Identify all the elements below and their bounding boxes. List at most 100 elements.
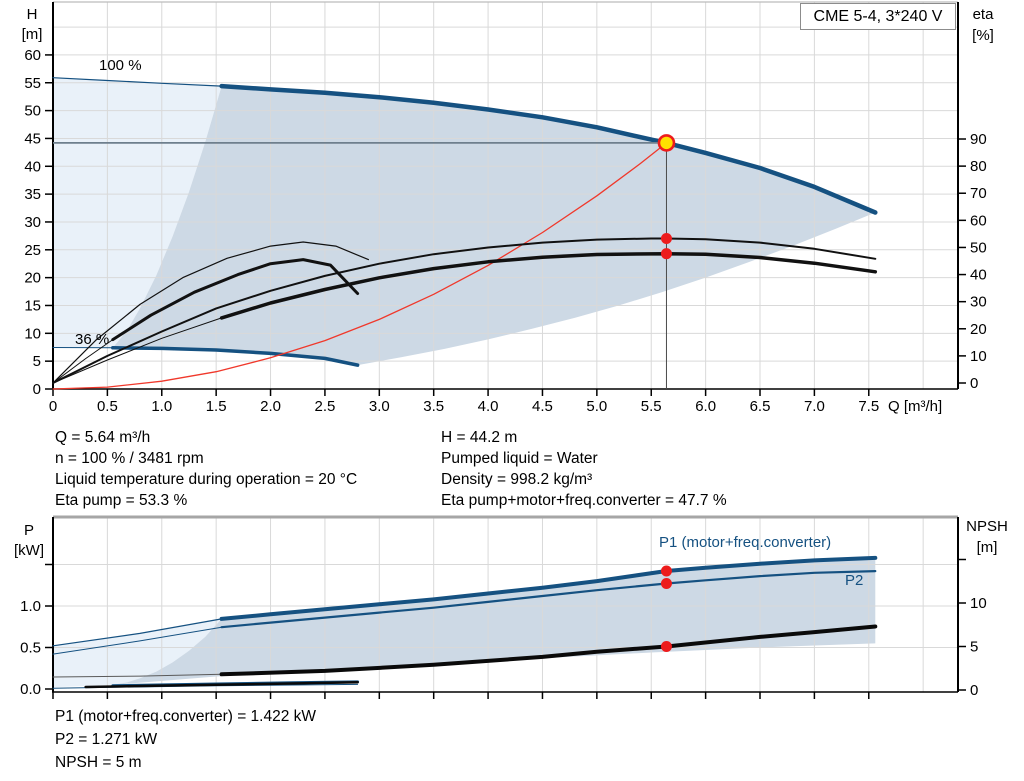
npsh-axis-title: NPSH bbox=[966, 518, 1008, 535]
p2-lead bbox=[52, 626, 223, 655]
h-axis-title: H bbox=[26, 6, 38, 23]
y-right-tick-label: 20 bbox=[970, 321, 987, 338]
y-right-tick-label: 80 bbox=[970, 158, 987, 175]
y-left-tick-label: 45 bbox=[24, 130, 41, 147]
x-tick-label: 5.0 bbox=[586, 398, 607, 415]
y-right-tick-label: 40 bbox=[970, 267, 987, 284]
qh-eta-chart: 0 0.5 1.0 1.5 2.0 2.5 3.0 3.5 4.0 4.5 5.0 5.5 6.0 6.5… bbox=[24, 1, 987, 415]
y-right-tick-label: 0 bbox=[970, 682, 978, 699]
y-left-tick-label: 10 bbox=[24, 325, 41, 342]
readout-npsh: NPSH = 5 m bbox=[55, 754, 142, 771]
speed-36-label: 36 % bbox=[75, 331, 110, 348]
readout-flow: Q = 5.64 m³/h bbox=[55, 429, 151, 446]
readout-density: Density = 998.2 kg/m³ bbox=[441, 471, 593, 488]
qh-100pct-curve bbox=[219, 83, 878, 215]
power-npsh-chart: 0.0 0.5 1.0 0 5 10 bbox=[20, 515, 987, 699]
y-left-tick-label: 40 bbox=[24, 158, 41, 175]
duty-value-dot bbox=[660, 248, 672, 260]
p-axis-title: P bbox=[23, 522, 34, 539]
p2-curve bbox=[220, 569, 877, 629]
x-tick-label: 7.0 bbox=[804, 398, 825, 415]
full-speed-range-area bbox=[53, 77, 222, 348]
power-control-range-area bbox=[112, 557, 876, 685]
y-right-tick-label: 5 bbox=[970, 639, 978, 656]
y-right-tick-label: 10 bbox=[970, 348, 987, 365]
readout-eta-total: Eta pump+motor+freq.converter = 47.7 % bbox=[441, 492, 727, 509]
x-tick-label: 7.5 bbox=[858, 398, 879, 415]
readout-head: H = 44.2 m bbox=[441, 429, 518, 446]
y-left-tick-label: 15 bbox=[24, 297, 41, 314]
duty-value-dot bbox=[660, 578, 672, 590]
y-left-tick-label: 1.0 bbox=[20, 598, 41, 615]
q-axis-title: Q [m³/h] bbox=[888, 398, 943, 415]
npsh-36pct-curve bbox=[84, 680, 359, 689]
pump-name-box: CME 5-4, 3*240 V bbox=[800, 3, 956, 30]
h-axis-unit: [m] bbox=[21, 26, 43, 43]
y-right-tick-label: 70 bbox=[970, 185, 987, 202]
readout-speed: n = 100 % / 3481 rpm bbox=[55, 450, 204, 467]
y-left-tick-label: 30 bbox=[24, 214, 41, 231]
x-tick-label: 2.5 bbox=[314, 398, 335, 415]
eta-axis-unit: [%] bbox=[972, 27, 994, 44]
eta-total-100pct-curve bbox=[219, 251, 878, 320]
eta-pump-36pct-curve bbox=[52, 241, 369, 384]
y-left-tick-label: 0.0 bbox=[20, 681, 41, 698]
y-right-tick-label: 90 bbox=[970, 131, 987, 148]
readout-eta-pump: Eta pump = 53.3 % bbox=[55, 492, 188, 509]
y-left-tick-label: 60 bbox=[24, 47, 41, 64]
speed-100-label: 100 % bbox=[99, 57, 142, 74]
qh-36pct-curve bbox=[111, 346, 360, 367]
y-right-tick-label: 50 bbox=[970, 239, 987, 256]
npsh-curve bbox=[219, 624, 878, 677]
system-curve bbox=[52, 142, 668, 390]
x-tick-label: 3.0 bbox=[369, 398, 390, 415]
p1-lead bbox=[52, 618, 223, 647]
duty-value-dot bbox=[660, 641, 672, 652]
duty-value-dot bbox=[660, 565, 672, 577]
x-tick-label: 3.5 bbox=[423, 398, 444, 415]
x-tick-label: 4.0 bbox=[478, 398, 499, 415]
y-left-tick-label: 5 bbox=[33, 353, 41, 370]
y-left-tick-label: 50 bbox=[24, 103, 41, 120]
x-tick-label: 0.5 bbox=[97, 398, 118, 415]
eta-axis-title: eta bbox=[972, 6, 994, 23]
x-tick-label: 2.0 bbox=[260, 398, 281, 415]
y-left-tick-label: 25 bbox=[24, 242, 41, 259]
x-tick-label: 0 bbox=[49, 398, 57, 415]
p1-curve bbox=[219, 555, 878, 621]
npsh-lead bbox=[52, 673, 223, 678]
y-left-tick-label: 20 bbox=[24, 270, 41, 287]
eta-total-36pct-curve bbox=[111, 258, 360, 342]
x-tick-label: 6.5 bbox=[750, 398, 771, 415]
npsh-axis-unit: [m] bbox=[976, 539, 998, 556]
y-left-tick-label: 35 bbox=[24, 186, 41, 203]
y-left-tick-label: 0.5 bbox=[20, 640, 41, 657]
y-left-tick-label: 55 bbox=[24, 75, 41, 92]
readout-temperature: Liquid temperature during operation = 20… bbox=[55, 471, 358, 488]
duty-point-marker bbox=[657, 134, 676, 152]
y-right-tick-label: 30 bbox=[970, 294, 987, 311]
x-tick-label: 1.0 bbox=[151, 398, 172, 415]
p1-curve-label: P1 (motor+freq.converter) bbox=[659, 534, 832, 551]
y-right-tick-label: 0 bbox=[970, 375, 978, 392]
y-right-tick-label: 60 bbox=[970, 212, 987, 229]
x-tick-label: 1.5 bbox=[206, 398, 227, 415]
eta-total-100pct-lead bbox=[52, 317, 223, 384]
p2-curve-label: P2 bbox=[845, 572, 864, 589]
readout-p2: P2 = 1.271 kW bbox=[55, 731, 158, 748]
power-full-speed-area bbox=[53, 618, 222, 688]
x-tick-label: 5.5 bbox=[641, 398, 662, 415]
eta-total-36pct-lead bbox=[52, 339, 114, 384]
duty-value-dot bbox=[660, 233, 672, 245]
control-range-area bbox=[112, 86, 876, 366]
qh-100pct-lead bbox=[52, 77, 223, 87]
x-tick-label: 4.5 bbox=[532, 398, 553, 415]
eta-pump-100pct-curve bbox=[52, 237, 877, 384]
x-tick-label: 6.0 bbox=[695, 398, 716, 415]
p-axis-unit: [kW] bbox=[14, 542, 44, 559]
readout-p1: P1 (motor+freq.converter) = 1.422 kW bbox=[55, 708, 317, 725]
readout-liquid: Pumped liquid = Water bbox=[441, 450, 598, 467]
y-left-tick-label: 0 bbox=[33, 381, 41, 398]
